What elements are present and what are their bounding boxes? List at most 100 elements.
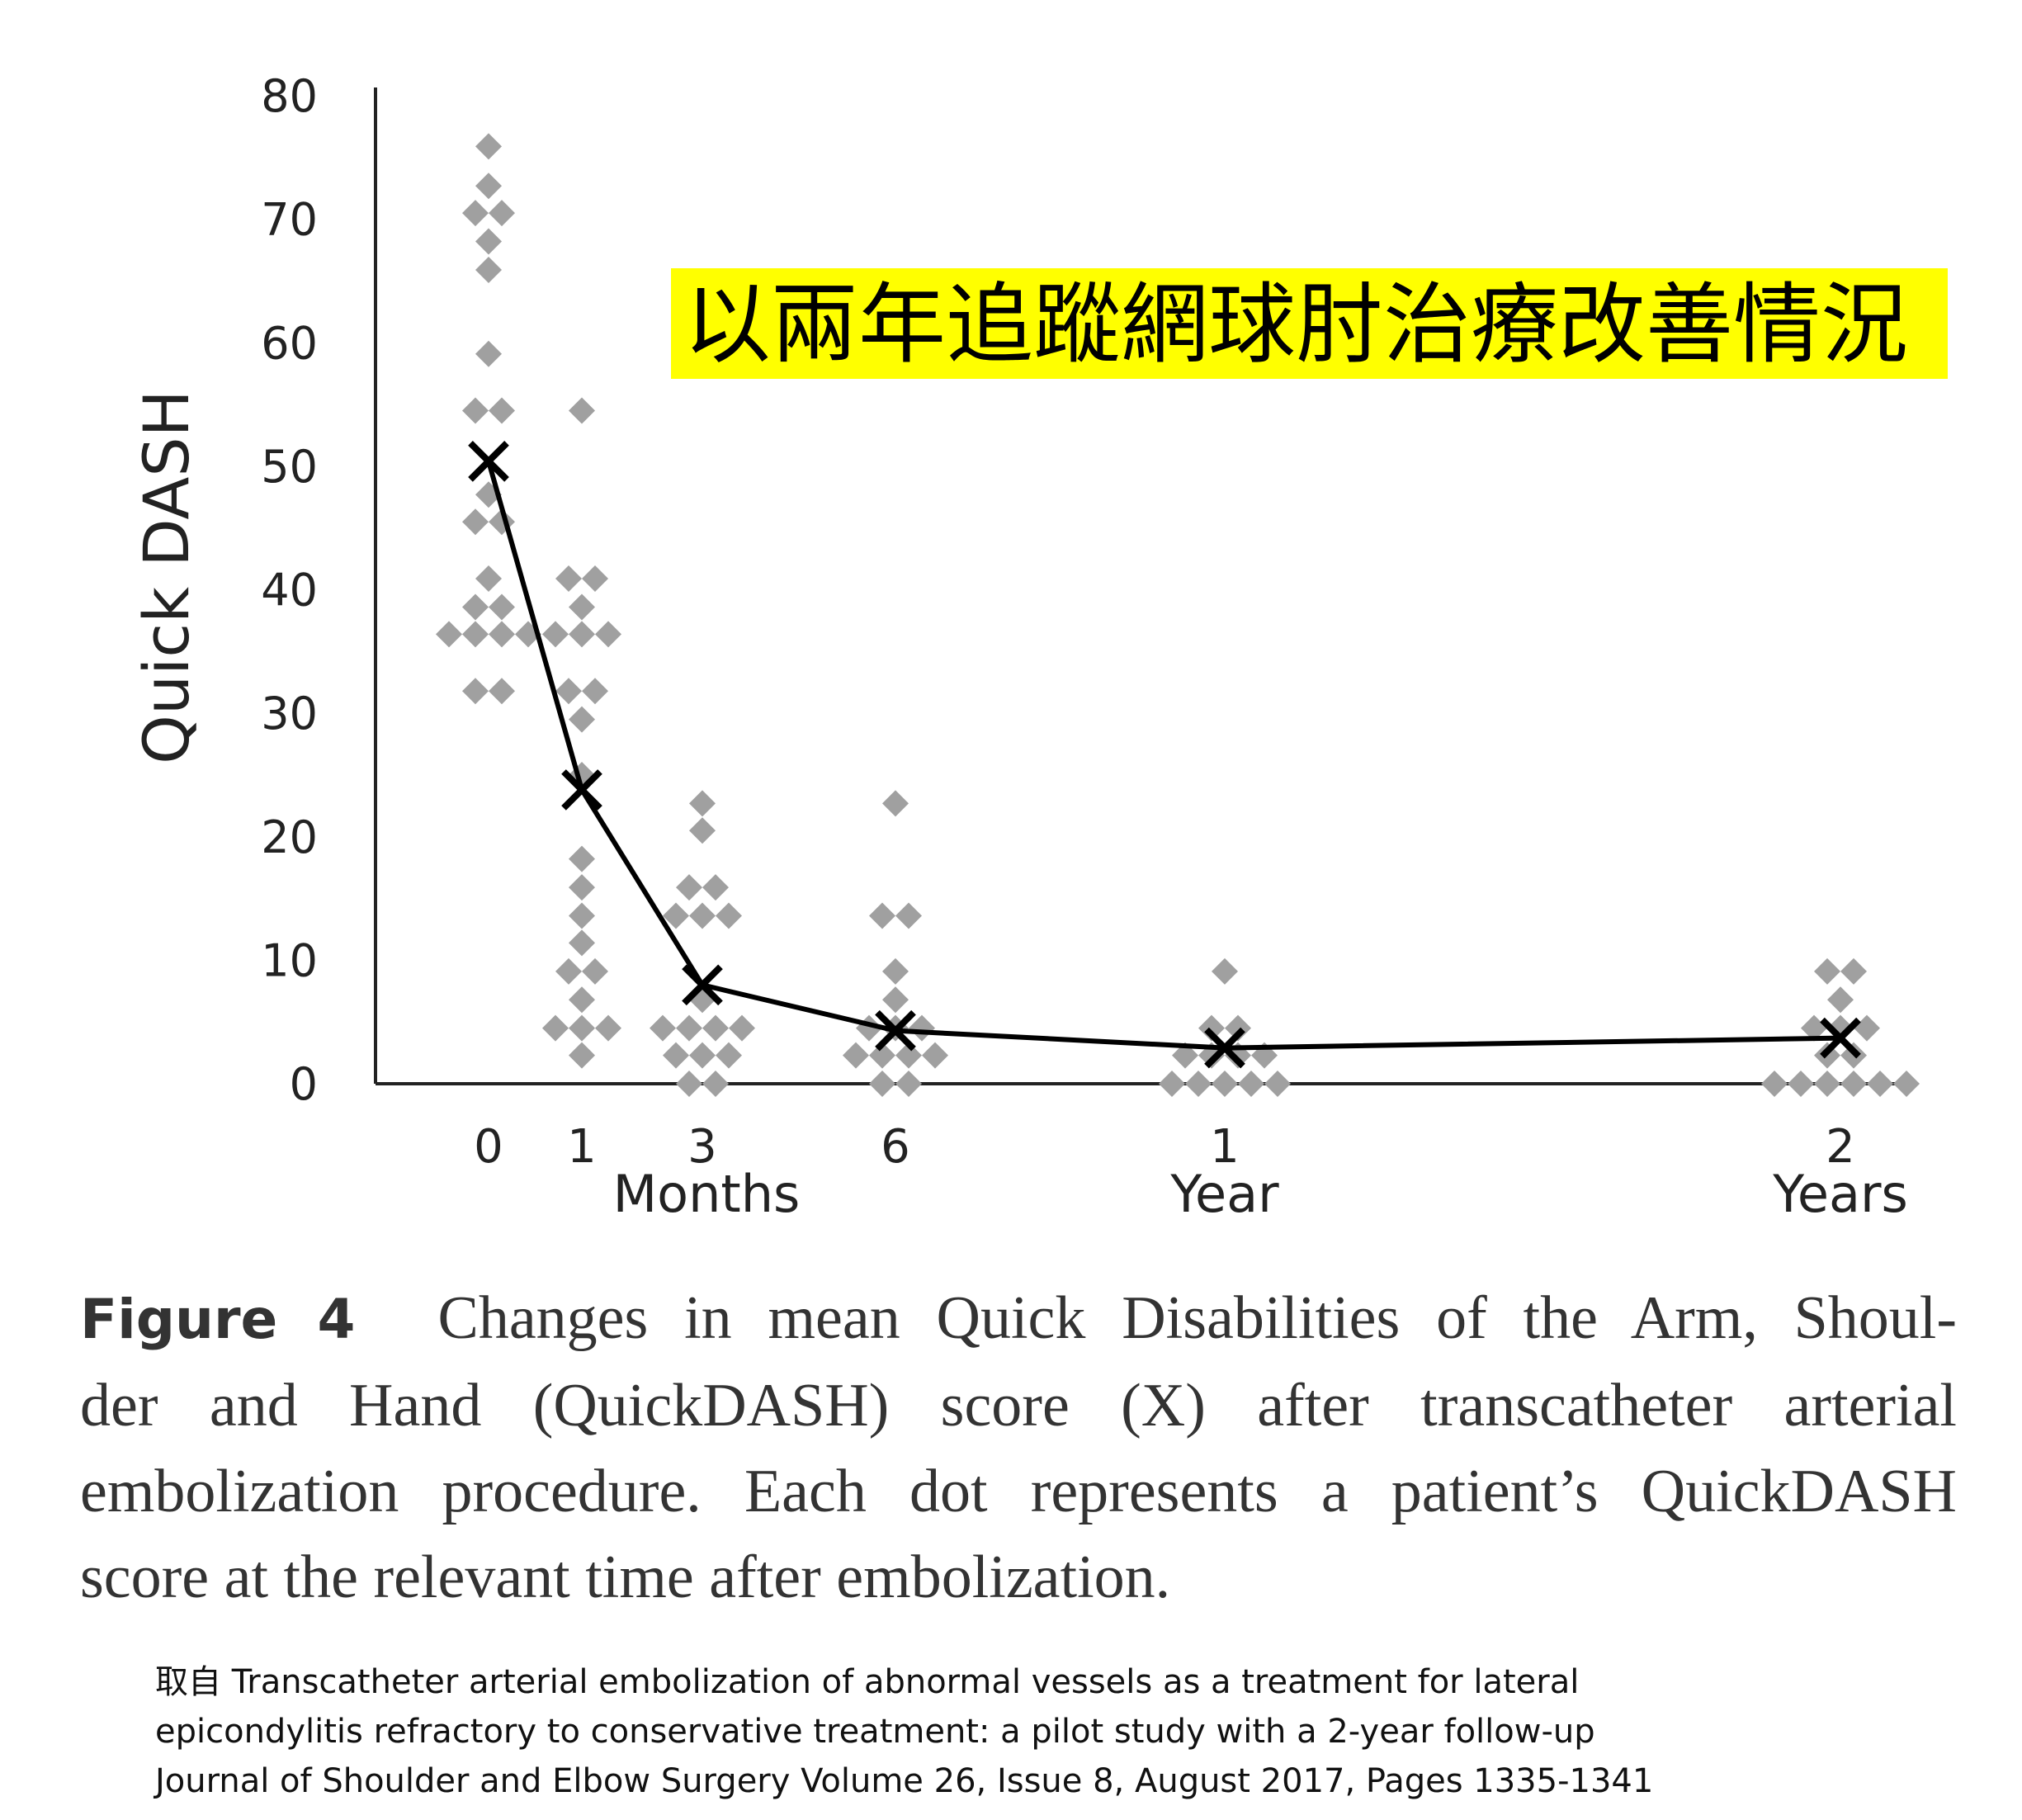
data-point <box>1212 1071 1238 1097</box>
data-point <box>650 1014 676 1042</box>
data-point <box>555 957 582 985</box>
data-point <box>689 817 716 844</box>
data-point <box>542 621 569 648</box>
data-point <box>1159 1071 1185 1097</box>
caption-text: Changes in mean Quick Disabilities of th… <box>437 1284 1957 1352</box>
data-point <box>475 565 502 593</box>
data-point <box>569 986 595 1014</box>
data-point <box>869 902 895 929</box>
data-point <box>475 173 502 200</box>
data-point <box>462 397 489 424</box>
data-point <box>702 1014 729 1042</box>
data-point <box>895 1042 922 1069</box>
y-axis-label: Quick DASH <box>130 390 203 764</box>
data-point <box>555 565 582 593</box>
data-point <box>569 621 595 648</box>
x-tick-label: 2 <box>1826 1120 1855 1174</box>
data-point <box>663 902 689 929</box>
data-point <box>1238 1071 1264 1097</box>
caption-line: Figure 4 Changes in mean Quick Disabiliti… <box>80 1275 1957 1363</box>
data-point <box>489 678 515 705</box>
data-point <box>1814 957 1840 985</box>
caption-line: embolization procedure. Each dot represe… <box>80 1458 1957 1525</box>
data-point <box>1867 1071 1893 1097</box>
title-highlight <box>671 268 1948 379</box>
data-point <box>595 621 621 648</box>
x-tick-label: 1 <box>1210 1120 1240 1174</box>
data-point <box>569 397 595 424</box>
data-point <box>569 929 595 957</box>
data-point <box>542 1014 569 1042</box>
caption-line: score at the relevant time after emboliz… <box>80 1543 1171 1611</box>
data-point <box>922 1042 948 1069</box>
x-tick-label: 0 <box>474 1120 503 1174</box>
data-point <box>676 1014 702 1042</box>
data-point <box>569 1014 595 1042</box>
caption-line: der and Hand (QuickDASH) score (X) after… <box>80 1372 1957 1439</box>
data-point <box>1264 1071 1291 1097</box>
x-tick-label: 3 <box>687 1120 717 1174</box>
data-point <box>869 1042 895 1069</box>
data-point <box>569 874 595 901</box>
data-point <box>489 621 515 648</box>
y-tick-label: 60 <box>261 317 318 369</box>
mean-line <box>486 461 1841 1051</box>
x-tick-label: 6 <box>881 1120 910 1174</box>
data-point <box>716 1042 742 1069</box>
data-point <box>702 1071 729 1097</box>
data-point <box>569 593 595 621</box>
data-point <box>1814 1071 1840 1097</box>
data-point <box>882 790 909 817</box>
mean-marker <box>468 441 509 482</box>
data-point <box>489 200 515 227</box>
data-point <box>1172 1042 1198 1069</box>
data-point <box>729 1014 755 1042</box>
y-tick-label: 80 <box>261 70 318 122</box>
data-point <box>475 340 502 367</box>
y-tick-label: 30 <box>261 688 318 740</box>
y-tick-label: 40 <box>261 565 318 617</box>
data-point <box>436 621 462 648</box>
data-point <box>1198 1014 1225 1042</box>
y-tick-label: 10 <box>261 934 318 986</box>
data-point <box>595 1014 621 1042</box>
chart-title: 以兩年追蹤網球肘治療改善情況 <box>683 274 1908 376</box>
data-point <box>582 678 608 705</box>
chart: 以兩年追蹤網球肘治療改善情況 Quick DASH 01020304050607… <box>130 70 1948 1224</box>
data-point <box>882 957 909 985</box>
data-point <box>462 678 489 705</box>
data-point <box>569 706 595 733</box>
data-point <box>676 874 702 901</box>
data-point <box>475 256 502 283</box>
data-point <box>1840 1071 1867 1097</box>
data-point <box>555 678 582 705</box>
data-point <box>663 1042 689 1069</box>
data-point <box>569 1042 595 1069</box>
data-point <box>702 874 729 901</box>
data-point <box>1185 1071 1212 1097</box>
data-point <box>716 902 742 929</box>
data-point <box>1225 1014 1251 1042</box>
data-point <box>489 593 515 621</box>
y-tick-label: 0 <box>290 1058 318 1110</box>
data-point <box>462 593 489 621</box>
data-point <box>1788 1071 1814 1097</box>
data-point <box>569 845 595 872</box>
data-point <box>843 1042 869 1069</box>
y-tick-label: 70 <box>261 194 318 246</box>
data-point <box>462 621 489 648</box>
data-point <box>1827 986 1854 1014</box>
data-point <box>895 1071 922 1097</box>
x-group-label: Year <box>1169 1164 1279 1224</box>
mean-marker <box>1204 1027 1245 1069</box>
mean-marker <box>682 964 723 1006</box>
mean-marker <box>1820 1017 1861 1059</box>
data-point <box>869 1071 895 1097</box>
data-point <box>582 565 608 593</box>
y-tick-label: 20 <box>261 811 318 863</box>
data-point <box>569 902 595 929</box>
data-point <box>489 397 515 424</box>
data-point <box>882 986 909 1014</box>
data-point <box>1840 957 1867 985</box>
